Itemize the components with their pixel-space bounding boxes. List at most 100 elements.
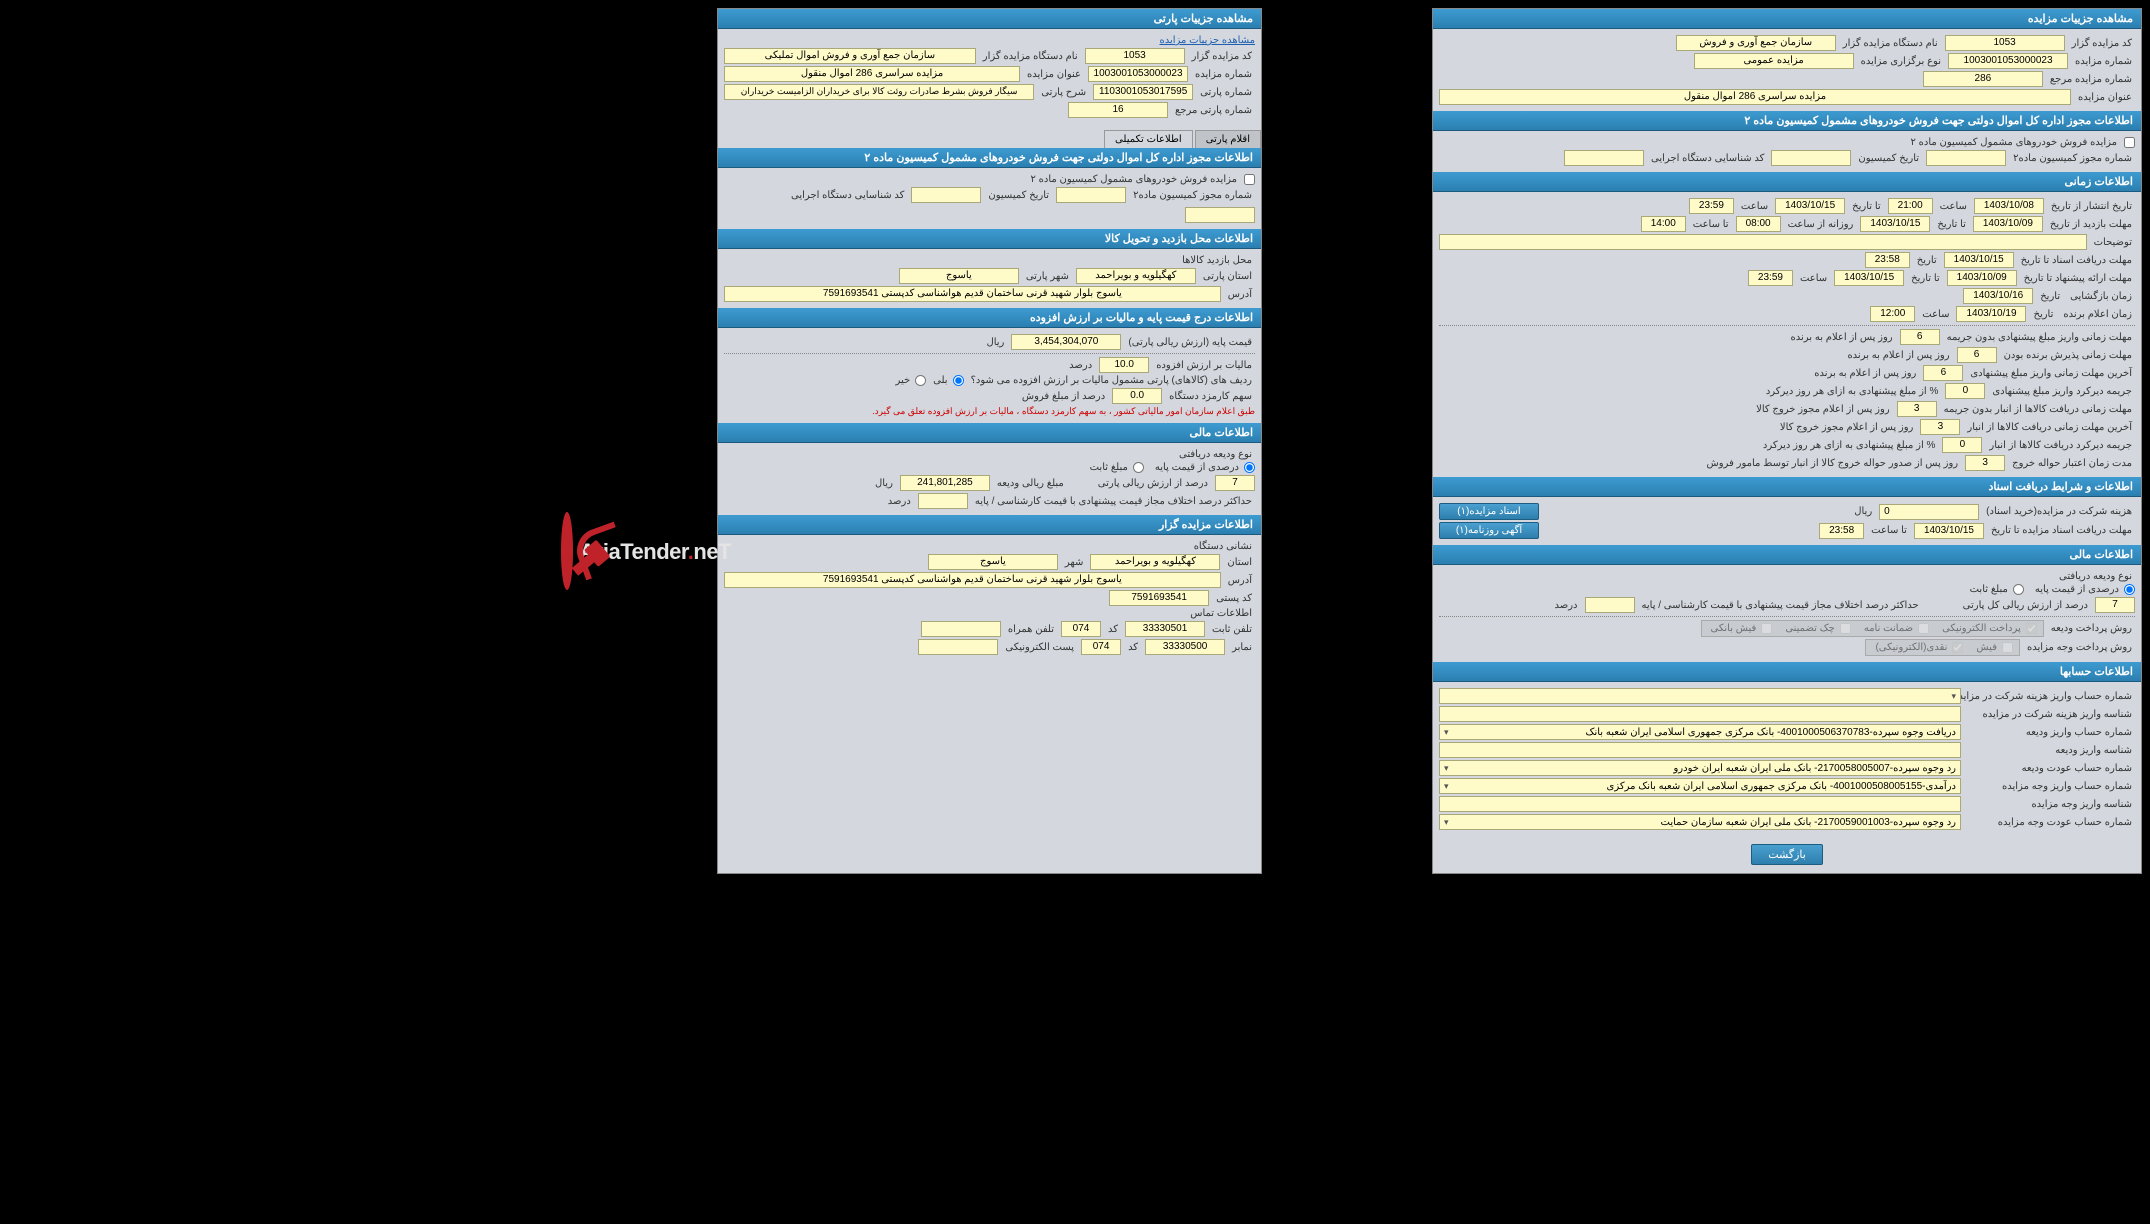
lr3v1: 1103001053017595 — [1093, 84, 1193, 100]
lp1v1: 3,454,304,070 — [1011, 334, 1121, 350]
val-title: مزایده سراسری 286 اموال منقول — [1439, 89, 2071, 105]
d8v1: 3 — [1965, 455, 2005, 471]
t2l5: روزانه از ساعت — [1785, 219, 1857, 230]
t7l2: تاریخ — [2030, 309, 2056, 320]
rb-no[interactable] — [915, 375, 926, 386]
a6l1: شماره حساب واریز وجه مزایده — [1965, 781, 2135, 792]
lr2l2: عنوان مزایده — [1024, 69, 1084, 80]
a5l1: شماره حساب عودت ودیعه — [1965, 763, 2135, 774]
header-auction-detail: مشاهده جزییات مزایده — [1433, 9, 2141, 29]
lg5l1: اطلاعات تماس — [1187, 608, 1255, 619]
f5c2: نقدی(الکترونیکی) — [1872, 642, 1950, 653]
lg6v1: 33330501 — [1125, 621, 1205, 637]
lm1l1: مزایده فروش خودروهای مشمول کمیسیون ماده … — [1027, 174, 1240, 185]
val-permit-num — [1926, 150, 2006, 166]
lheader6: اطلاعات مزایده گزار — [718, 515, 1261, 535]
a5v1[interactable]: رد وجوه سپرده-2170058005007- بانک ملی ای… — [1439, 760, 1961, 776]
a3l1: شماره حساب واریز ودیعه — [1965, 727, 2135, 738]
val-org: سازمان جمع آوری و فروش — [1676, 35, 1836, 51]
t1v4: 23:59 — [1689, 198, 1734, 214]
t2v6: 14:00 — [1641, 216, 1686, 232]
rb-yes[interactable] — [953, 375, 964, 386]
t2l1: مهلت بازدید از تاریخ — [2047, 219, 2135, 230]
tab-extra[interactable]: اطلاعات تکمیلی — [1104, 130, 1193, 148]
tab-items[interactable]: اقلام پارتی — [1195, 130, 1261, 148]
lbl-org: نام دستگاه مزایده گزار — [1840, 38, 1941, 49]
a4l1: شناسه واریز ودیعه — [1965, 745, 2135, 756]
val-type: مزایده عمومی — [1694, 53, 1854, 69]
f3l1: درصد از ارزش ریالی کل پارتی — [1960, 600, 2091, 611]
lp4l1: سهم کارمزد دستگاه — [1166, 391, 1255, 402]
t2l3: تا تاریخ — [1934, 219, 1969, 230]
lb2l2: شهر پارتی — [1023, 271, 1072, 282]
t1l3: تا تاریخ — [1849, 201, 1884, 212]
lbl-title: عنوان مزایده — [2075, 92, 2135, 103]
lg2l1: استان — [1224, 557, 1255, 568]
a8v1[interactable]: رد وجوه سپرده-2170059001003- بانک ملی ای… — [1439, 814, 1961, 830]
a2v1 — [1439, 706, 1961, 722]
f3v1: 7 — [2095, 597, 2135, 613]
header-accounts: اطلاعات حسابها — [1433, 662, 2141, 682]
d2l2: روز پس از اعلام به برنده — [1844, 350, 1952, 361]
a1v1[interactable] — [1439, 688, 1961, 704]
lg7v1: 33330500 — [1145, 639, 1225, 655]
link-auction-detail[interactable]: مشاهده جزییات مزایده — [1159, 35, 1255, 46]
a7l1: شناسه واریز وجه مزایده — [1965, 799, 2135, 810]
t3l1: توضیحات — [2091, 237, 2135, 248]
btn-docs[interactable]: اسناد مزایده(۱) — [1439, 503, 1539, 520]
header-permit: اطلاعات مجوز اداره کل اموال دولتی جهت فر… — [1433, 111, 2141, 131]
t1v3: 1403/10/15 — [1775, 198, 1845, 214]
t4v3: 23:58 — [1865, 252, 1910, 268]
t5v4: 23:59 — [1748, 270, 1793, 286]
lp2l2: درصد — [1066, 360, 1095, 371]
t5v1: 1403/10/09 — [1947, 270, 2017, 286]
cb-vehicle[interactable] — [2124, 137, 2135, 148]
lb2v2: یاسوج — [899, 268, 1019, 284]
lrb-fixed[interactable] — [1133, 462, 1144, 473]
lrb-percent[interactable] — [1244, 462, 1255, 473]
rb-fixed[interactable] — [2013, 584, 2024, 595]
header-finance: اطلاعات مالی — [1433, 545, 2141, 565]
d6l2: روز پس از اعلام مجوز خروج کالا — [1777, 422, 1917, 433]
lg3v1: یاسوج بلوار شهید قرنی ساختمان قدیم هواشن… — [724, 572, 1221, 588]
cb-elec — [2026, 623, 2037, 634]
lg2v1: کهگیلویه و بویراحمد — [1090, 554, 1220, 570]
lb2l1: استان پارتی — [1200, 271, 1255, 282]
rb-percent[interactable] — [2124, 584, 2135, 595]
lm2l1: شماره مجوز کمیسیون ماده۲ — [1130, 190, 1255, 201]
lr4v1: 16 — [1068, 102, 1168, 118]
s1v1: 0 — [1879, 504, 1979, 520]
lb3v1: یاسوج بلوار شهید قرنی ساختمان قدیم هواشن… — [724, 286, 1221, 302]
a6v1[interactable]: درآمدی-4001000508005155- بانک مرکزی جمهو… — [1439, 778, 1961, 794]
val-permit-date — [1771, 150, 1851, 166]
d1l2: روز پس از اعلام به برنده — [1787, 332, 1895, 343]
f5c1: فیش — [1973, 642, 2000, 653]
btn-newspaper[interactable]: آگهی روزنامه(۱) — [1439, 522, 1539, 539]
s2l1: مهلت دریافت اسناد مزایده تا تاریخ — [1988, 525, 2135, 536]
a6text: درآمدی-4001000508005155- بانک مرکزی جمهو… — [1607, 781, 1956, 792]
lm2v1 — [1056, 187, 1126, 203]
btn-back[interactable]: بازگشت — [1751, 844, 1823, 865]
lg2v2: یاسوج — [928, 554, 1058, 570]
t2v1: 1403/10/09 — [1973, 216, 2043, 232]
lb1l1: محل بازدید کالاها — [1179, 255, 1255, 266]
d1v1: 6 — [1900, 329, 1940, 345]
t2v3: 1403/10/15 — [1860, 216, 1930, 232]
a8l1: شماره حساب عودت وجه مزایده — [1965, 817, 2135, 828]
d7l1: جریمه دیرکرد دریافت کالاها از انبار — [1986, 440, 2135, 451]
s2v1: 1403/10/15 — [1914, 523, 1984, 539]
lp2l1: مالیات بر ارزش افزوده — [1153, 360, 1255, 371]
a3v1[interactable]: دریافت وجوه سپرده-4001000506370783- بانک… — [1439, 724, 1961, 740]
lr3v2: سیگار فروش بشرط صادرات روئت کالا برای خر… — [724, 84, 1034, 100]
val-exec-id — [1564, 150, 1644, 166]
t4v1: 1403/10/15 — [1944, 252, 2014, 268]
lfn4v1 — [918, 493, 968, 509]
lcb-vehicle[interactable] — [1244, 174, 1255, 185]
lg6l3: تلفن همراه — [1005, 624, 1057, 635]
logo-watermark: AriaTender.neT — [561, 512, 731, 590]
lbl-permit-num: شماره مجوز کمیسیون ماده۲ — [2010, 153, 2135, 164]
lp3r1: بلی — [930, 375, 950, 386]
lfn4l2: درصد — [885, 496, 914, 507]
lm2l2: تاریخ کمیسیون — [985, 190, 1052, 201]
d3l2: روز پس از اعلام به برنده — [1811, 368, 1919, 379]
